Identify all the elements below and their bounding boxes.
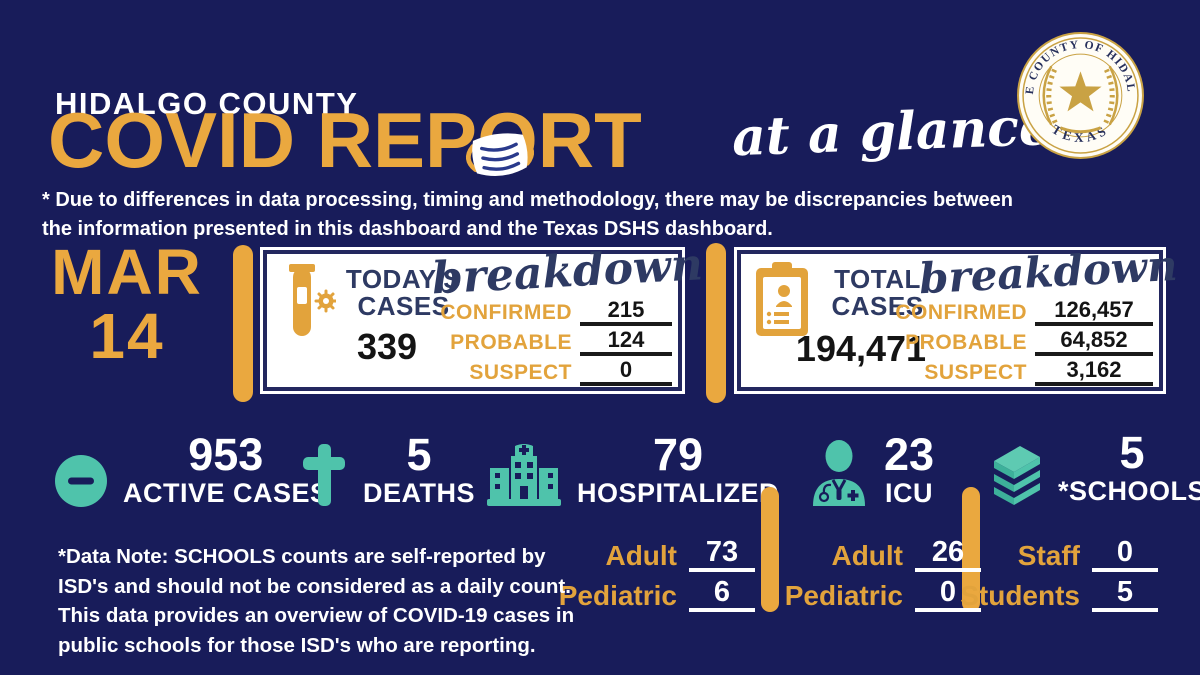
- deaths-value: 5: [406, 429, 432, 480]
- icu-substats: Adult 26 Pediatric 0: [753, 537, 981, 612]
- data-note-line-2: ISD's and should not be considered as a …: [58, 574, 571, 598]
- probable-value: 64,852: [1035, 328, 1153, 356]
- data-note: *Data Note: SCHOOLS counts are self-repo…: [58, 542, 574, 660]
- data-note-line-4: public schools for those ISD's who are r…: [58, 633, 536, 657]
- page-title: COVID REPO RT: [48, 100, 642, 180]
- data-note-line-3: This data provides an overview of COVID-…: [58, 604, 575, 627]
- breakdown-row-probable: PROBABLE 64,852: [891, 328, 1153, 356]
- todays-breakdown-rows: CONFIRMED 215 PROBABLE 124 SUSPECT 0: [417, 298, 672, 386]
- icu-pediatric-row: Pediatric 0: [753, 577, 981, 612]
- books-icon: [994, 446, 1040, 505]
- adult-value: 73: [689, 537, 755, 572]
- confirmed-label: CONFIRMED: [440, 301, 572, 324]
- stat-schools: 5 *SCHOOLS: [984, 429, 1200, 507]
- adult-label: Adult: [831, 540, 903, 571]
- suspect-value: 0: [580, 358, 672, 386]
- stat-active-cases: 953 ACTIVE CASES: [55, 431, 329, 509]
- breakdown-row-suspect: SUSPECT 3,162: [891, 358, 1153, 386]
- schools-value: 5: [1119, 427, 1145, 478]
- seal-star: [1059, 71, 1102, 112]
- icu-value: 23: [884, 429, 935, 480]
- todays-cases-value: 339: [356, 326, 418, 367]
- county-seal: THE COUNTY OF HIDALGO TEXAS: [1016, 31, 1144, 159]
- clipboard-icon: [756, 262, 808, 336]
- minus-circle-icon: [55, 455, 107, 507]
- todays-cases-title: TODAY'S CASES: [331, 266, 476, 320]
- title-pre: COVID REP: [48, 96, 478, 184]
- pediatric-value: 6: [689, 577, 755, 612]
- todays-cases-box: TODAY'S CASES 339 breakdown CONFIRMED 21…: [263, 239, 704, 391]
- active-cases-value: 953: [188, 429, 264, 480]
- schools-label: *SCHOOLS: [1058, 476, 1200, 506]
- hospital-icon: [487, 444, 561, 506]
- total-cases-value: 194,471: [795, 328, 927, 369]
- confirmed-label: CONFIRMED: [895, 301, 1027, 324]
- total-cases-title: TOTAL CASES: [805, 266, 950, 320]
- hospitalized-pediatric-row: Pediatric 6: [527, 577, 755, 612]
- hospitalized-adult-row: Adult 73: [527, 537, 755, 572]
- probable-label: PROBABLE: [905, 331, 1027, 354]
- breakdown-script: breakdown: [917, 240, 1179, 304]
- test-tube-icon: [289, 264, 336, 336]
- data-note-line-1: *Data Note: SCHOOLS counts are self-repo…: [58, 545, 546, 568]
- adult-value: 26: [915, 537, 981, 572]
- pediatric-label: Pediatric: [784, 580, 903, 611]
- cross-icon: [303, 444, 345, 506]
- icu-label: ICU: [885, 478, 934, 508]
- confirmed-value: 126,457: [1035, 298, 1153, 326]
- probable-value: 124: [580, 328, 672, 356]
- disclaimer-line-1: * Due to differences in data processing,…: [42, 189, 1013, 211]
- deaths-label: DEATHS: [363, 478, 476, 508]
- total-cases-title-line1: TOTAL: [834, 264, 921, 294]
- disclaimer-line-2: the information presented in this dashbo…: [42, 218, 773, 240]
- breakdown-script: breakdown: [430, 239, 705, 305]
- todays-cases-title-line1: TODAY'S: [345, 264, 462, 294]
- stat-icu: 23 ICU: [810, 431, 934, 509]
- adult-label: Adult: [605, 540, 677, 571]
- icu-adult-row: Adult 26: [753, 537, 981, 572]
- active-cases-label: ACTIVE CASES: [123, 478, 329, 508]
- students-value: 5: [1092, 577, 1158, 612]
- total-cases-box: TOTAL CASES 194,471 breakdown CONFIRMED …: [737, 241, 1179, 391]
- schools-students-row: Students 5: [930, 577, 1158, 612]
- staff-label: Staff: [1017, 540, 1080, 571]
- divider-bar: [233, 245, 253, 402]
- suspect-label: SUSPECT: [924, 361, 1027, 384]
- report-month: MAR: [51, 236, 203, 308]
- title-post: RT: [537, 96, 642, 184]
- hospitalized-label: HOSPITALIZED: [577, 478, 780, 508]
- breakdown-row-confirmed: CONFIRMED 126,457: [891, 298, 1153, 326]
- students-label: Students: [960, 580, 1080, 611]
- staff-value: 0: [1092, 537, 1158, 572]
- probable-label: PROBABLE: [450, 331, 572, 354]
- breakdown-row-suspect: SUSPECT 0: [417, 358, 672, 386]
- doctor-icon: [813, 440, 865, 506]
- stat-deaths: 5 DEATHS: [301, 431, 475, 509]
- disclaimer: * Due to differences in data processing,…: [42, 186, 1013, 244]
- suspect-value: 3,162: [1035, 358, 1153, 386]
- title-o-with-mask: O: [466, 100, 538, 180]
- report-date: MAR 14: [28, 240, 226, 368]
- hospitalized-substats: Adult 73 Pediatric 6: [527, 537, 755, 612]
- todays-cases-title-line2: CASES: [357, 291, 450, 321]
- county-name: HIDALGO COUNTY: [55, 86, 359, 121]
- schools-substats: Staff 0 Students 5: [930, 537, 1158, 612]
- report-day: 14: [89, 300, 165, 372]
- divider-bar: [962, 487, 980, 612]
- suspect-label: SUSPECT: [469, 361, 572, 384]
- divider-bar: [706, 243, 726, 403]
- breakdown-row-probable: PROBABLE 124: [417, 328, 672, 356]
- breakdown-row-confirmed: CONFIRMED 215: [417, 298, 672, 326]
- total-breakdown-rows: CONFIRMED 126,457 PROBABLE 64,852 SUSPEC…: [891, 298, 1153, 386]
- total-cases-title-line2: CASES: [831, 291, 924, 321]
- pediatric-value: 0: [915, 577, 981, 612]
- pediatric-label: Pediatric: [558, 580, 677, 611]
- hospitalized-value: 79: [652, 429, 704, 480]
- confirmed-value: 215: [580, 298, 672, 326]
- schools-staff-row: Staff 0: [930, 537, 1158, 572]
- divider-bar: [761, 487, 779, 612]
- face-mask-icon: [466, 133, 535, 177]
- stat-hospitalized: 79 HOSPITALIZED: [487, 431, 779, 509]
